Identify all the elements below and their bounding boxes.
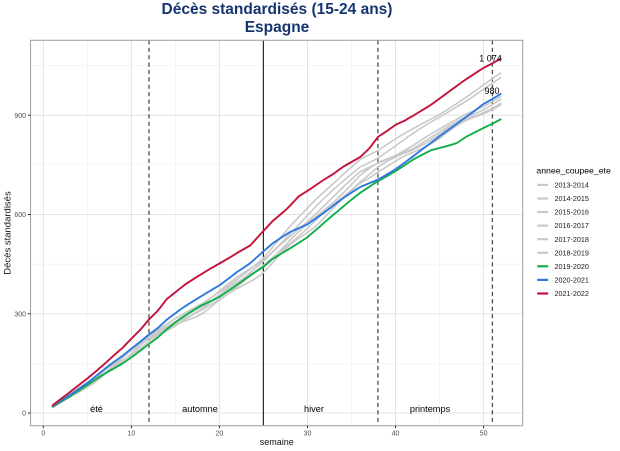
svg-text:2016-2017: 2016-2017: [555, 221, 589, 230]
svg-text:0: 0: [41, 431, 45, 438]
svg-text:hiver: hiver: [304, 404, 324, 414]
svg-text:900: 900: [14, 113, 26, 120]
svg-text:Décès standardisés: Décès standardisés: [3, 191, 14, 275]
svg-text:été: été: [90, 404, 103, 414]
svg-text:printemps: printemps: [410, 404, 451, 414]
svg-text:20: 20: [216, 431, 224, 438]
svg-text:2019-2020: 2019-2020: [555, 262, 589, 271]
svg-text:automne: automne: [182, 404, 218, 414]
svg-text:300: 300: [14, 311, 26, 318]
svg-text:semaine: semaine: [260, 437, 294, 447]
svg-text:2021-2022: 2021-2022: [555, 289, 589, 298]
svg-text:2014-2015: 2014-2015: [555, 194, 589, 203]
svg-text:2018-2019: 2018-2019: [555, 248, 589, 257]
svg-text:2017-2018: 2017-2018: [555, 235, 589, 244]
svg-text:10: 10: [128, 431, 136, 438]
svg-text:980: 980: [484, 86, 499, 96]
svg-text:annee_coupee_ete: annee_coupee_ete: [536, 166, 611, 176]
svg-text:30: 30: [304, 431, 312, 438]
svg-text:0: 0: [22, 411, 26, 418]
svg-text:2020-2021: 2020-2021: [555, 276, 589, 285]
svg-text:50: 50: [480, 431, 488, 438]
svg-text:2015-2016: 2015-2016: [555, 208, 589, 217]
svg-text:40: 40: [392, 431, 400, 438]
svg-text:1 074: 1 074: [479, 54, 502, 64]
svg-text:2013-2014: 2013-2014: [555, 181, 589, 190]
svg-text:600: 600: [14, 212, 26, 219]
